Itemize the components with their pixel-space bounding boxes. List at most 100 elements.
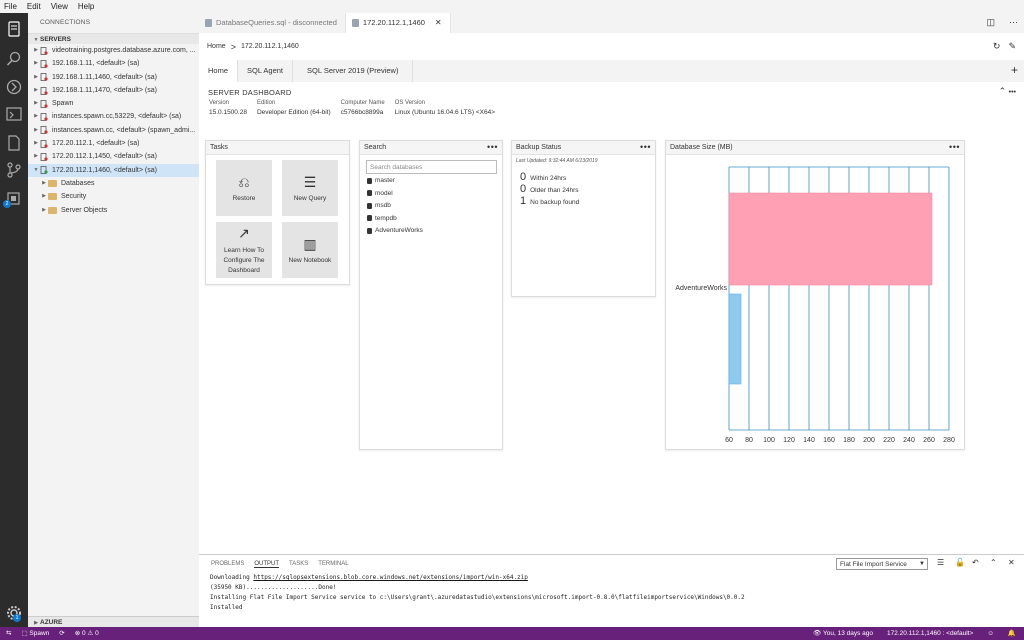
folder-item[interactable]: ▶ Databases bbox=[28, 177, 199, 190]
tab-server-dashboard[interactable]: 172.20.112.1,1460 ✕ bbox=[345, 13, 451, 33]
menu-help[interactable]: Help bbox=[77, 2, 95, 11]
tab-home[interactable]: Home bbox=[199, 60, 239, 82]
database-item[interactable]: master bbox=[367, 177, 395, 184]
menu-file[interactable]: File bbox=[4, 2, 17, 11]
tab-database-queries[interactable]: DatabaseQueries.sql - disconnected bbox=[199, 13, 346, 33]
chevron-right-icon[interactable]: ▶ bbox=[42, 193, 46, 200]
database-item-label: msdb bbox=[375, 202, 391, 209]
servers-section-header[interactable]: ▼ SERVERS bbox=[28, 33, 199, 44]
chart-tick-label: 160 bbox=[823, 437, 835, 444]
panel-tab-output[interactable]: OUTPUT bbox=[254, 560, 280, 568]
dbsize-widget-more-icon[interactable]: ••• bbox=[949, 142, 960, 152]
server-item[interactable]: ▼ 172.20.112.1,1460, <default> (sa) bbox=[28, 163, 199, 177]
server-item[interactable]: ▶ 192.168.1.11,1460, <default> (sa) bbox=[28, 71, 199, 84]
configure-dashboard-task-button[interactable]: ↗ Learn How To Configure The Dashboard bbox=[216, 222, 272, 278]
notifications-bell-icon[interactable]: 🔔 bbox=[1007, 630, 1016, 637]
search-icon[interactable] bbox=[6, 51, 22, 67]
server-item[interactable]: ▶ videotraining.postgres.database.azure.c… bbox=[28, 44, 199, 57]
chevron-right-icon[interactable]: ▶ bbox=[34, 113, 38, 120]
panel-tab-problems[interactable]: PROBLEMS bbox=[211, 561, 245, 567]
panel-tab-terminal[interactable]: TERMINAL bbox=[318, 561, 349, 567]
folder-item[interactable]: ▶ Server Objects bbox=[28, 204, 199, 217]
azure-section-header[interactable]: ▶ AZURE bbox=[28, 616, 199, 627]
explorer-icon[interactable] bbox=[6, 135, 22, 151]
status-connection[interactable]: ⬚ Spawn bbox=[21, 630, 50, 637]
servers-icon[interactable] bbox=[6, 21, 22, 37]
database-item[interactable]: msdb bbox=[367, 202, 391, 209]
server-item[interactable]: ▶ 192.168.1.11,1470, <default> (sa) bbox=[28, 84, 199, 97]
server-item[interactable]: ▶ instances.spawn.cc, <default> (spawn_ad… bbox=[28, 124, 199, 137]
sync-icon[interactable]: ⟳ bbox=[59, 630, 65, 637]
chevron-right-icon[interactable]: ▶ bbox=[34, 126, 38, 133]
chevron-right-icon[interactable]: ▶ bbox=[34, 153, 38, 160]
chevron-down-icon[interactable]: ▼ bbox=[33, 166, 39, 173]
server-item[interactable]: ▶ Spawn bbox=[28, 97, 199, 110]
server-item-label: instances.spawn.cc, <default> (spawn_adm… bbox=[52, 126, 196, 134]
server-item[interactable]: ▶ 172.20.112.1,1450, <default> (sa) bbox=[28, 150, 199, 163]
restore-task-button[interactable]: ⎌ Restore bbox=[216, 160, 272, 216]
new-query-task-button[interactable]: ☰ New Query bbox=[282, 160, 338, 216]
dashboard-more-icon[interactable]: ••• bbox=[1008, 89, 1016, 96]
git-blame[interactable]: 👁 You, 13 days ago bbox=[813, 630, 873, 637]
chevron-right-icon[interactable]: ▶ bbox=[34, 73, 38, 80]
more-icon[interactable]: ⋯ bbox=[1009, 17, 1018, 27]
close-panel-icon[interactable]: ✕ bbox=[1008, 558, 1015, 567]
server-item[interactable]: ▶ instances.spawn.cc,53229, <default> (sa… bbox=[28, 110, 199, 123]
output-channel-select[interactable]: Flat File Import Service ▼ bbox=[836, 558, 928, 570]
maximize-panel-icon[interactable]: ⌃ bbox=[990, 558, 997, 567]
database-item[interactable]: tempdb bbox=[367, 215, 397, 222]
search-databases-input[interactable] bbox=[366, 160, 497, 174]
status-server[interactable]: 172.20.112.1,1460 : <default> bbox=[887, 629, 974, 637]
remote-icon[interactable]: ⇆ bbox=[6, 630, 12, 637]
server-item[interactable]: ▶ 192.168.1.11, <default> (sa) bbox=[28, 57, 199, 70]
edit-pencil-icon[interactable]: ✎ bbox=[1008, 41, 1016, 51]
database-item-label: model bbox=[375, 189, 393, 197]
lock-scroll-icon[interactable]: 🔓 bbox=[955, 558, 965, 567]
server-properties: Version 15.0.1500.28 Edition Developer Edi… bbox=[209, 100, 495, 116]
chevron-right-icon[interactable]: ▶ bbox=[34, 60, 38, 67]
database-item[interactable]: AdventureWorks bbox=[367, 227, 423, 234]
panel-tab-tasks[interactable]: TASKS bbox=[289, 561, 309, 567]
menu-view[interactable]: View bbox=[50, 2, 68, 11]
chevron-right-icon[interactable]: ▶ bbox=[42, 206, 46, 213]
database-item[interactable]: model bbox=[367, 190, 393, 197]
panel-tabs: PROBLEMS OUTPUT TASKS TERMINAL Flat File… bbox=[199, 555, 1024, 573]
status-problems[interactable]: ⊗ 0 ⚠ 0 bbox=[74, 630, 99, 637]
chevron-right-icon[interactable]: ▶ bbox=[34, 140, 38, 147]
search-widget-more-icon[interactable]: ••• bbox=[487, 142, 498, 152]
server-item[interactable]: ▶ 172.20.112.1, <default> (sa) bbox=[28, 137, 199, 150]
close-icon[interactable]: ✕ bbox=[434, 18, 442, 27]
server-item-label: 172.20.112.1,1460, <default> (sa) bbox=[52, 166, 157, 174]
refresh-icon[interactable]: ↻ bbox=[992, 41, 1001, 51]
task-history-icon[interactable] bbox=[6, 79, 22, 95]
chevron-right-icon[interactable]: ▶ bbox=[34, 86, 38, 93]
add-tab-plus-icon[interactable]: + bbox=[1010, 63, 1018, 77]
backup-widget-more-icon[interactable]: ••• bbox=[640, 142, 651, 152]
download-link[interactable]: https://sqlopsextensions.blob.core.windo… bbox=[253, 574, 528, 581]
folder-item[interactable]: ▶ Security bbox=[28, 190, 199, 203]
breadcrumb-current[interactable]: 172.20.112.1,1460 bbox=[240, 43, 299, 50]
split-editor-icon[interactable]: ◫ bbox=[986, 17, 995, 27]
menu-edit[interactable]: Edit bbox=[26, 2, 41, 11]
terminal-icon[interactable] bbox=[6, 106, 22, 122]
extensions-icon[interactable]: 2 bbox=[3, 191, 22, 208]
chart-tick-label: 80 bbox=[745, 437, 753, 444]
chevron-right-icon[interactable]: ▶ bbox=[34, 47, 38, 53]
feedback-smiley-icon[interactable]: ☺ bbox=[987, 629, 994, 637]
chevron-right-icon[interactable]: ▶ bbox=[34, 100, 38, 107]
breadcrumb-home[interactable]: Home bbox=[207, 43, 226, 50]
tab-sql-server-2019[interactable]: SQL Server 2019 (Preview) bbox=[293, 60, 414, 82]
settings-gear-icon[interactable]: 1 bbox=[6, 605, 22, 622]
new-notebook-task-button[interactable]: ▥ New Notebook bbox=[282, 222, 338, 278]
prop-edition: Edition Developer Edition (64-bit) bbox=[256, 100, 331, 116]
server-icon bbox=[40, 126, 48, 135]
clear-output-icon[interactable]: ☰ bbox=[937, 558, 945, 567]
dashboard-tabs: Home SQL Agent SQL Server 2019 (Preview)… bbox=[199, 60, 1024, 82]
tab-sql-agent[interactable]: SQL Agent bbox=[238, 60, 294, 82]
database-size-chart: 60 80 100 120 140 160 180 200 220 240 260 280 Advent… bbox=[675, 166, 955, 444]
chevron-right-icon[interactable]: ▶ bbox=[42, 179, 46, 186]
source-control-icon[interactable] bbox=[6, 162, 22, 178]
open-log-icon[interactable]: ↶ bbox=[972, 558, 979, 567]
chart-tick-label: 100 bbox=[763, 437, 775, 444]
collapse-chevron-icon[interactable]: ⌃ bbox=[998, 86, 1007, 96]
